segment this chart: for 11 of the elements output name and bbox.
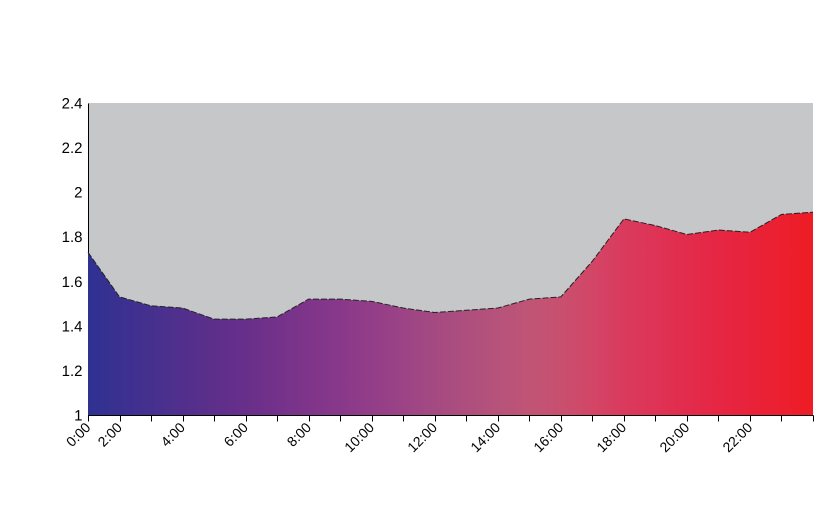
y-tick-label: 1.8 xyxy=(62,229,82,246)
y-tick-label: 2 xyxy=(74,184,82,202)
y-tick-label: 1 xyxy=(74,408,82,424)
y-tick-label: 1.2 xyxy=(62,362,82,380)
y-tick-label: 2.2 xyxy=(62,140,82,158)
x-tick-label: 6:00 xyxy=(220,418,252,450)
y-tick-label: 1.4 xyxy=(62,318,82,336)
y-tick-label: 1.6 xyxy=(62,274,82,291)
x-tick-label: 4:00 xyxy=(157,418,188,450)
x-tick-label: 8:00 xyxy=(284,418,314,450)
y-tick-label: 2.4 xyxy=(62,96,82,112)
